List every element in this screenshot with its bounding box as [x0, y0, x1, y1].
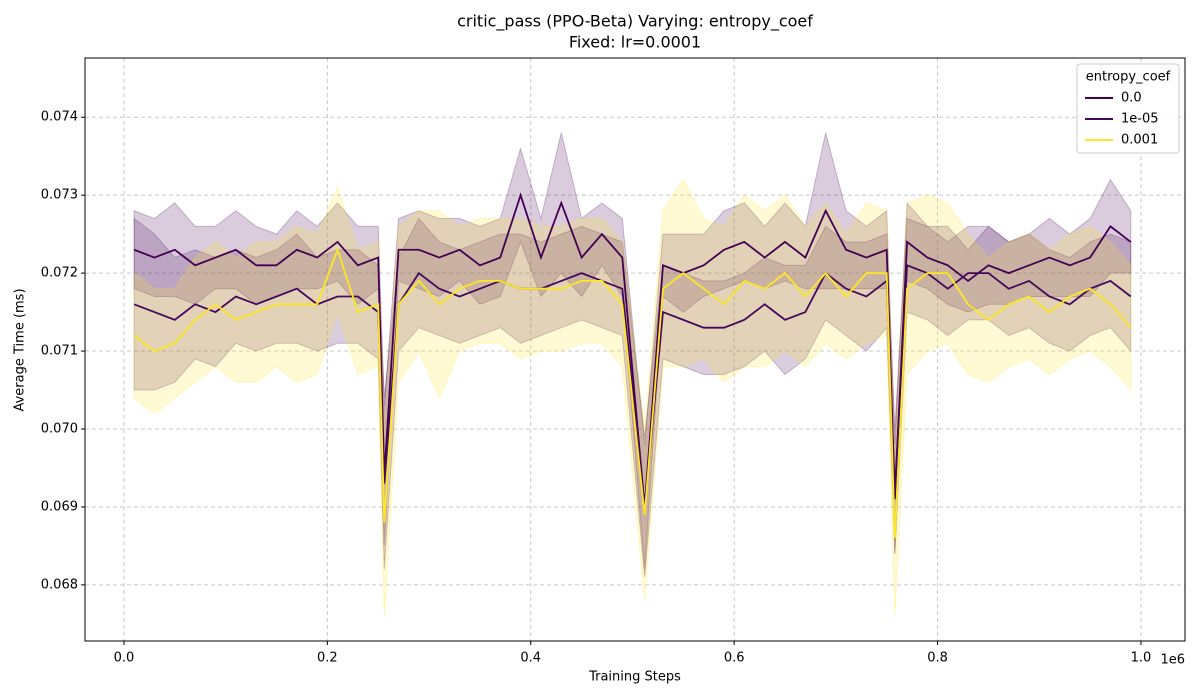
- y-tick-label: 0.068: [41, 577, 78, 592]
- chart-title: critic_pass (PPO-Beta) Varying: entropy_…: [457, 12, 813, 32]
- x-axis-label: Training Steps: [588, 670, 681, 685]
- y-tick-label: 0.070: [41, 422, 78, 437]
- legend-label: 1e-05: [1121, 112, 1159, 127]
- series-line: [133, 192, 1132, 508]
- x-tick-label: 0.4: [520, 651, 541, 666]
- x-offset-label: 1e6: [1160, 653, 1185, 668]
- chart-subtitle: Fixed: lr=0.0001: [569, 33, 701, 52]
- legend-label: 0.0: [1121, 91, 1142, 106]
- y-tick-label: 0.072: [41, 266, 78, 281]
- x-tick-label: 1.0: [1131, 651, 1152, 666]
- legend-label: 0.001: [1121, 133, 1158, 148]
- x-tick-label: 0.2: [317, 651, 338, 666]
- legend-title: entropy_coef: [1086, 70, 1171, 85]
- x-tick-label: 0.6: [724, 651, 745, 666]
- legend-box: [1076, 63, 1180, 154]
- y-tick-label: 0.069: [41, 499, 78, 514]
- series-line: [133, 264, 1132, 508]
- y-tick-label: 0.073: [41, 188, 78, 203]
- y-tick-label: 0.071: [41, 344, 78, 359]
- x-tick-label: 0.8: [927, 651, 948, 666]
- y-tick-label: 0.074: [41, 110, 78, 125]
- plot-frame: [84, 57, 1186, 642]
- x-tick-label: 0.0: [114, 651, 135, 666]
- series-line: [133, 247, 1132, 539]
- y-axis-label: Average Time (ms): [13, 288, 28, 411]
